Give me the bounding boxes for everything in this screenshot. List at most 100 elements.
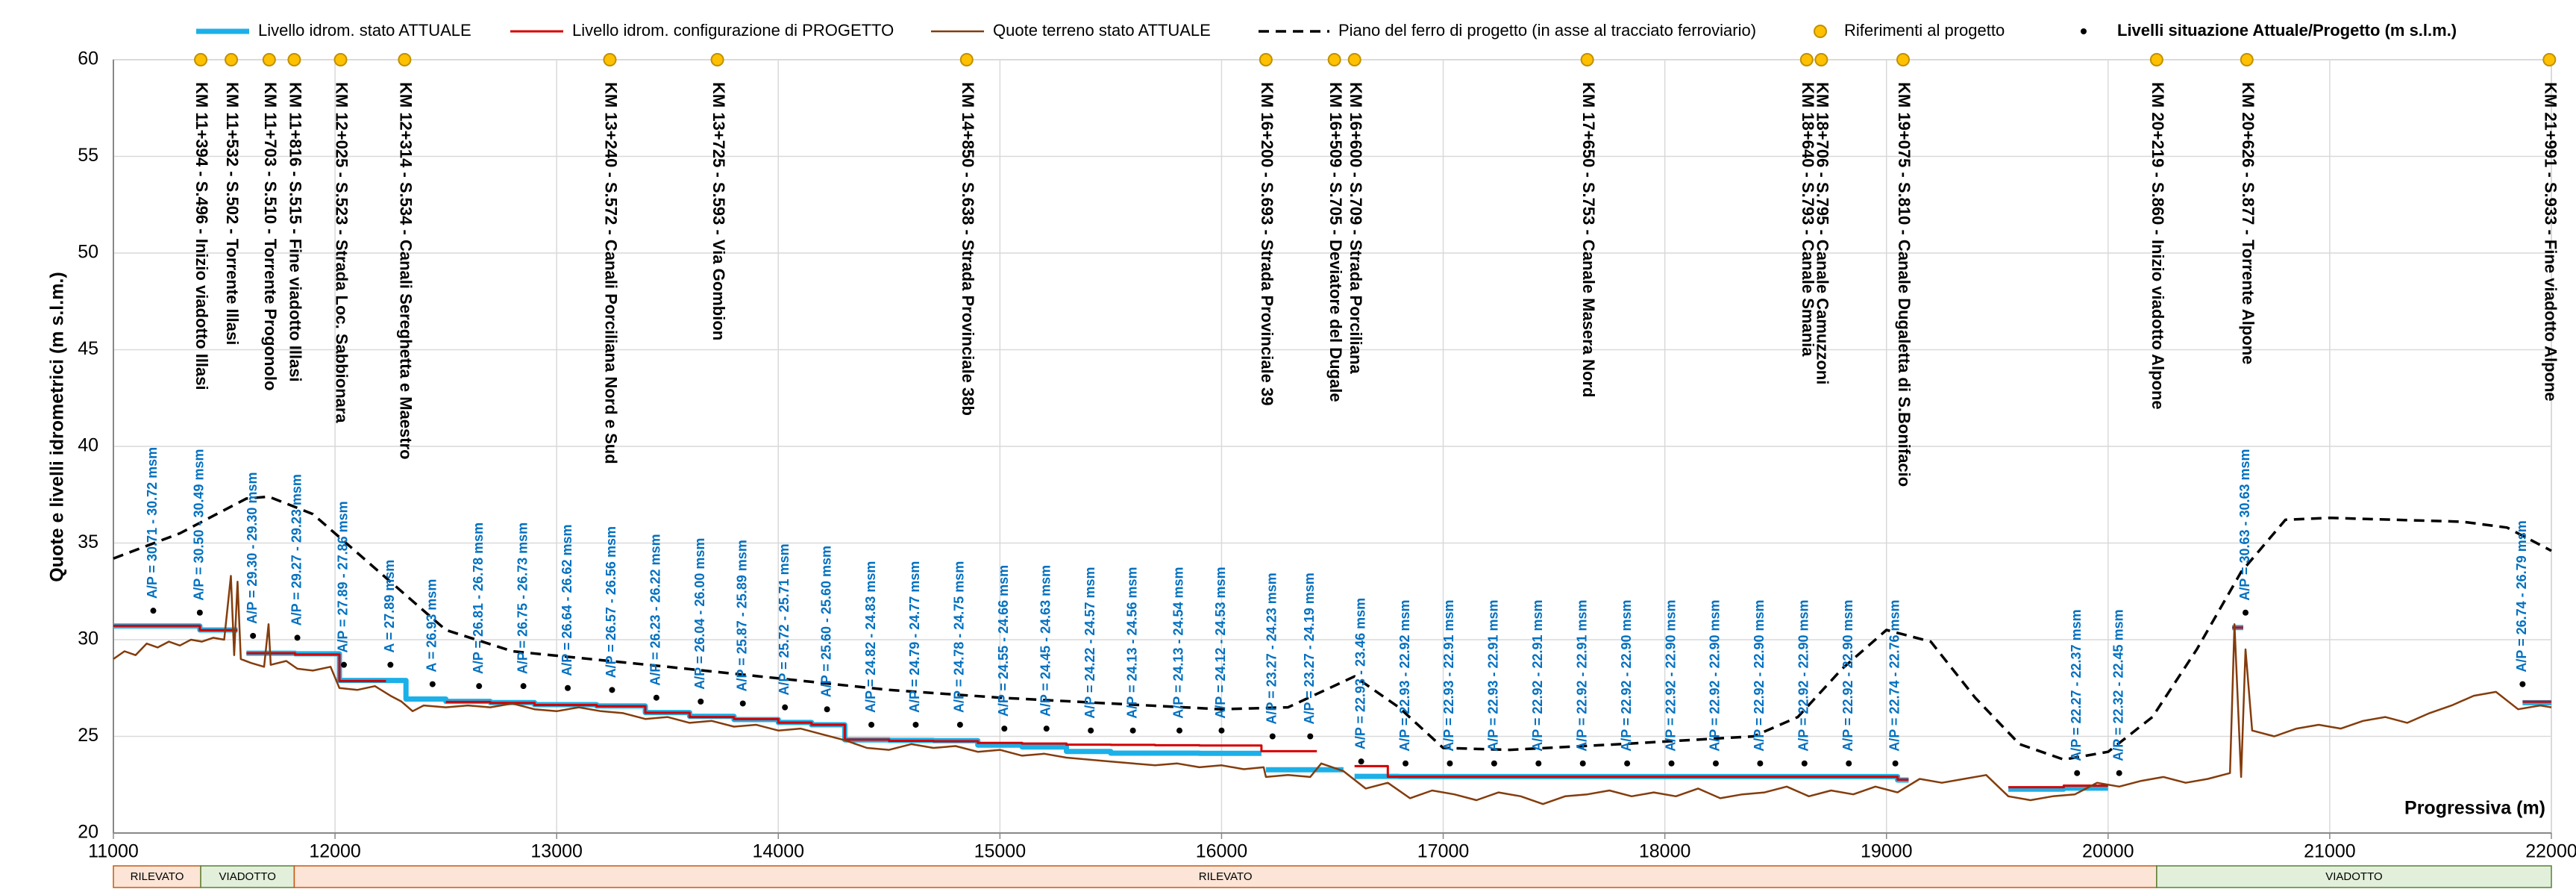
reference-point xyxy=(1580,53,1594,66)
reference-point xyxy=(398,53,412,66)
reference-point xyxy=(1896,53,1911,66)
level-label: A/P = 22.92 - 22.91 msm xyxy=(1574,599,1589,751)
x-tick-label: 16000 xyxy=(1196,841,1248,862)
level-point xyxy=(1403,760,1409,767)
level-label: A/P = 24.45 - 24.63 msm xyxy=(1038,565,1053,717)
section-label: VIADOTTO xyxy=(219,870,276,883)
reference-point xyxy=(225,53,239,66)
y-tick-label: 50 xyxy=(78,242,98,263)
section-band xyxy=(113,865,201,888)
level-label: A/P = 27.89 - 27.86 msm xyxy=(336,501,351,652)
level-label: A = 27.89 msm xyxy=(382,560,397,653)
level-point xyxy=(250,632,257,639)
level-label: A/P = 24.78 - 24.75 msm xyxy=(952,561,967,713)
level-label: A/P = 24.79 - 24.77 msm xyxy=(907,561,922,713)
level-label: A/P = 29.30 - 29.30 msm xyxy=(245,472,260,624)
reference-label: KM 17+650 - S.753 - Canale Masera Nord xyxy=(1579,82,1598,397)
level-label: A/P = 22.93 - 23.46 msm xyxy=(1353,598,1367,749)
level-label: A/P = 30.63 - 30.63 msm xyxy=(2237,449,2252,600)
level-point xyxy=(1176,727,1183,734)
reference-label: KM 19+075 - S.810 - Canale Dugaletta di … xyxy=(1895,82,1914,487)
legend-label: Piano del ferro di progetto (in asse al … xyxy=(1338,21,1756,40)
level-point xyxy=(824,706,830,713)
level-label: A/P = 26.04 - 26.00 msm xyxy=(692,538,707,690)
level-point xyxy=(653,694,659,701)
level-point xyxy=(196,609,203,616)
reference-label: KM 20+219 - S.860 - Inizio viadotto Alpo… xyxy=(2149,82,2167,410)
section-label: RILEVATO xyxy=(1199,870,1253,883)
level-label: A/P = 26.81 - 26.78 msm xyxy=(471,523,486,674)
level-point xyxy=(1712,760,1719,767)
level-label: A/P = 30.50 - 30.49 msm xyxy=(192,449,207,600)
level-point xyxy=(1269,733,1276,740)
level-point xyxy=(2243,609,2249,616)
level-point xyxy=(1535,760,1542,767)
reference-point xyxy=(1327,53,1341,66)
level-point xyxy=(1129,727,1136,734)
reference-label: KM 16+600 - S.709 - Strada Porciliana xyxy=(1347,82,1365,374)
x-tick-label: 22000 xyxy=(2525,841,2576,862)
section-label: RILEVATO xyxy=(131,870,184,883)
level-point xyxy=(739,700,746,707)
level-point xyxy=(1892,760,1899,767)
section-band xyxy=(200,865,295,888)
y-tick-label: 60 xyxy=(78,49,98,69)
level-point xyxy=(2519,681,2526,687)
reference-point xyxy=(710,53,724,66)
section-band xyxy=(2156,865,2552,888)
level-point xyxy=(340,661,347,668)
y-tick-label: 35 xyxy=(78,531,98,552)
level-point xyxy=(1307,733,1314,740)
level-point xyxy=(565,684,571,691)
level-label: A/P = 24.13 - 24.56 msm xyxy=(1124,567,1139,718)
level-label: A/P = 22.27 - 22.37 msm xyxy=(2069,609,2084,761)
level-label: A/P = 24.22 - 24.57 msm xyxy=(1082,567,1097,718)
reference-point xyxy=(262,53,276,66)
legend-swatch xyxy=(2081,28,2087,34)
legend-label: Quote terreno stato ATTUALE xyxy=(993,21,1211,40)
level-label: A/P = 22.92 - 22.90 msm xyxy=(1796,599,1811,751)
reference-point xyxy=(2542,53,2557,66)
reference-point xyxy=(1347,53,1361,66)
reference-label: KM 13+240 - S.572 - Canali Porciliana No… xyxy=(602,82,621,464)
level-label: A/P = 26.23 - 26.22 msm xyxy=(648,534,663,685)
reference-point xyxy=(1799,53,1814,66)
level-point xyxy=(520,683,527,690)
x-tick-label: 21000 xyxy=(2304,841,2356,862)
y-tick-label: 30 xyxy=(78,628,98,649)
level-label: A/P = 22.74 - 22.76 msm xyxy=(1887,599,1902,751)
series-line xyxy=(113,624,2551,789)
reference-label: KM 13+725 - S.593 - Via Gombion xyxy=(709,82,728,340)
x-tick-label: 18000 xyxy=(1639,841,1691,862)
legend-swatch xyxy=(1814,25,1827,38)
level-label: A/P = 25.87 - 25.89 msm xyxy=(734,540,749,691)
reference-point xyxy=(1259,53,1273,66)
legend-label: Riferimenti al progetto xyxy=(1844,21,2005,40)
reference-label: KM 18+640 - S.793 - Canale Smania xyxy=(1799,82,1817,357)
level-point xyxy=(956,721,963,728)
level-point xyxy=(1846,760,1852,767)
x-tick-label: 14000 xyxy=(753,841,805,862)
level-label: A/P = 30.71 - 30.72 msm xyxy=(145,447,160,599)
x-tick-label: 19000 xyxy=(1861,841,1913,862)
level-label: A/P = 22.93 - 22.91 msm xyxy=(1486,599,1501,751)
level-label: A/P = 24.82 - 24.83 msm xyxy=(863,561,878,713)
level-label: A/P = 22.92 - 22.90 msm xyxy=(1840,599,1855,751)
level-point xyxy=(429,681,436,687)
level-point xyxy=(609,687,615,693)
level-point xyxy=(1001,726,1008,732)
level-point xyxy=(1218,727,1225,734)
level-point xyxy=(1757,760,1764,767)
level-label: A/P = 22.32 - 22.45 msm xyxy=(2110,609,2125,761)
level-point xyxy=(912,721,919,728)
legend-label: Livelli situazione Attuale/Progetto (m s… xyxy=(2117,21,2457,40)
level-point xyxy=(1447,760,1453,767)
x-axis-label: Progressiva (m) xyxy=(2404,798,2545,819)
reference-point xyxy=(1814,53,1828,66)
level-label: A/P = 26.64 - 26.62 msm xyxy=(560,524,574,676)
level-label: A/P = 23.27 - 24.19 msm xyxy=(1302,573,1317,724)
reference-label: KM 11+703 - S.510 - Torrente Progonolo xyxy=(261,82,280,390)
section-band xyxy=(293,865,2157,888)
reference-point xyxy=(194,53,208,66)
